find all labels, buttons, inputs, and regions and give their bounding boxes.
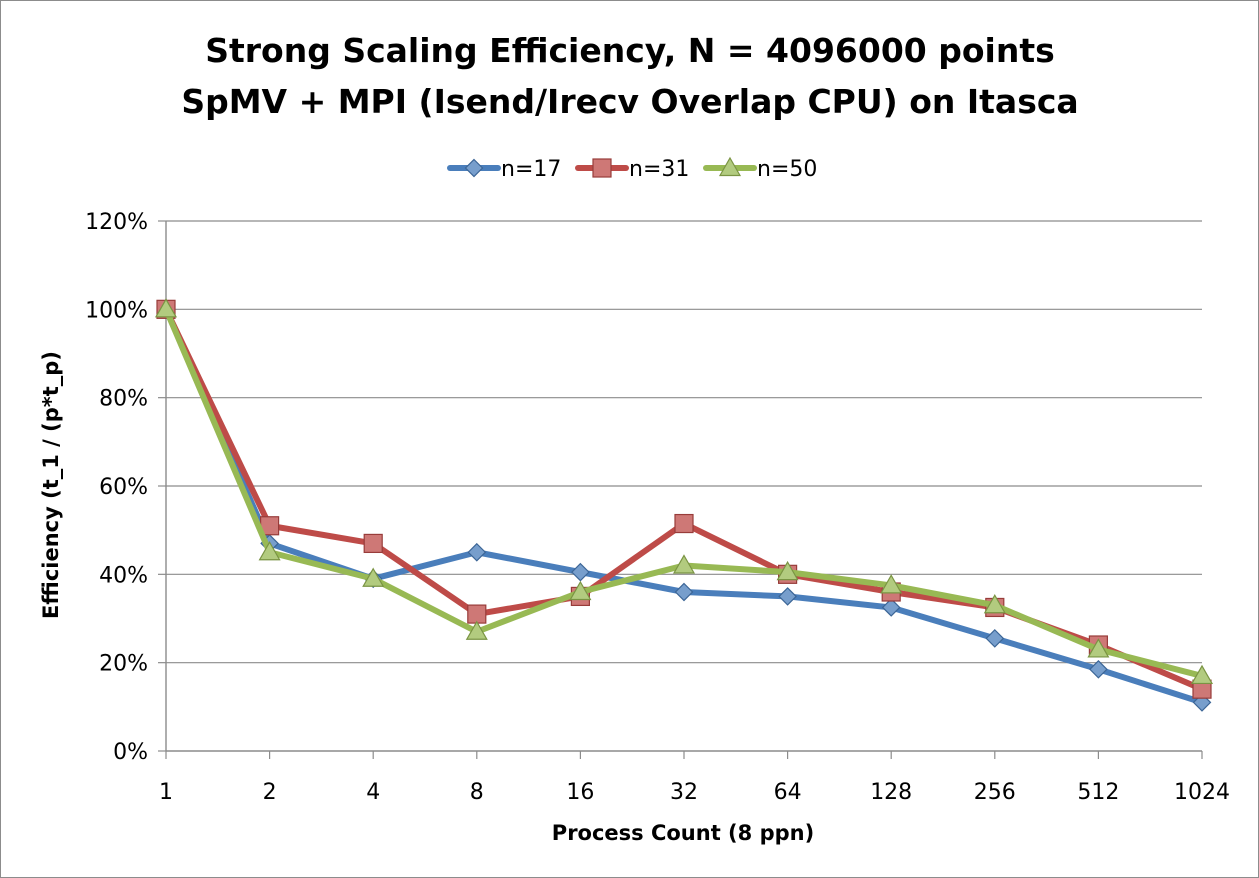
data-point [571, 562, 590, 582]
y-axis-title: Efficiency (t_1 / (p*t_p) [39, 351, 63, 619]
legend-marker [464, 158, 484, 178]
y-tick-label: 120% [85, 210, 148, 235]
y-tick-label: 100% [85, 298, 148, 323]
data-point [154, 298, 178, 318]
data-point [985, 629, 1005, 648]
chart-subtitle: SpMV + MPI (Isend/Irecv Overlap CPU) on … [181, 82, 1078, 121]
data-point [880, 574, 903, 594]
legend: n=17 n=31 n=50 [447, 156, 817, 182]
data-point [778, 587, 797, 606]
x-tick-label: 32 [670, 780, 698, 805]
legend-label: n=50 [757, 157, 817, 182]
data-point [881, 598, 901, 617]
x-axis-title: Process Count (8 ppn) [552, 821, 814, 845]
data-point [362, 567, 385, 587]
x-tick-label: 1 [159, 780, 173, 805]
data-point [467, 604, 487, 624]
data-point [1190, 664, 1214, 685]
y-tick-labels: 0% 20% 40% 60% 80% 100% 120% [85, 210, 148, 765]
legend-marker [592, 158, 612, 178]
data-point [674, 513, 694, 534]
legend-label: n=31 [629, 157, 689, 182]
y-tick-label: 20% [99, 652, 148, 677]
y-tick-label: 60% [99, 475, 148, 500]
x-tick-label: 2 [263, 780, 277, 805]
legend-item-n=17: n=17 [447, 157, 561, 182]
x-tick-label: 16 [566, 780, 594, 805]
data-point [776, 560, 799, 581]
series-n=50 [154, 298, 1214, 685]
series-line [163, 306, 1205, 679]
data-point [672, 554, 696, 574]
legend-item-n=50: n=50 [703, 156, 817, 182]
data-point [467, 542, 487, 562]
x-tick-labels: 1 2 4 8 16 32 64 128 256 512 1024 [159, 780, 1230, 805]
x-tick-label: 8 [470, 780, 484, 805]
legend-item-n=31: n=31 [575, 157, 689, 182]
data-point [258, 541, 281, 561]
chart-title: Strong Scaling Efficiency, N = 4096000 p… [205, 31, 1055, 70]
data-point [674, 582, 694, 602]
x-tick-label: 4 [366, 780, 380, 805]
grid [158, 220, 1202, 752]
data-point [1089, 659, 1108, 679]
legend-label: n=17 [501, 157, 561, 182]
x-tick-label: 64 [774, 780, 802, 805]
data-point [1087, 638, 1110, 658]
series-layer [154, 298, 1214, 712]
x-tick-label: 128 [870, 780, 912, 805]
series-n=31 [156, 299, 1212, 699]
y-tick-label: 80% [99, 387, 148, 412]
data-point [363, 533, 383, 554]
series-n=17 [156, 299, 1212, 712]
axes [165, 221, 1203, 759]
y-tick-label: 0% [113, 740, 148, 765]
x-tick-label: 1024 [1174, 780, 1230, 805]
data-point [569, 580, 592, 601]
series-line [163, 306, 1205, 706]
legend-marker [718, 156, 742, 177]
x-tick-label: 512 [1077, 780, 1119, 805]
series-line [163, 306, 1205, 693]
data-point [983, 594, 1006, 614]
data-point [465, 620, 488, 640]
x-tick-label: 256 [974, 780, 1016, 805]
y-tick-label: 40% [99, 563, 148, 588]
